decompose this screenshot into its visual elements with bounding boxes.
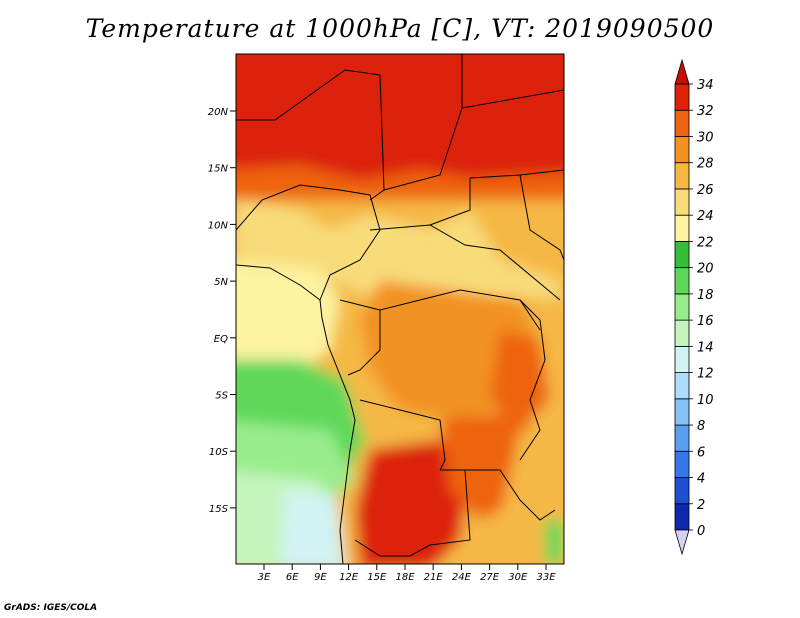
lon-tick-label: 18E	[395, 572, 415, 583]
lat-tick-label: 20N	[208, 107, 229, 118]
colorbar-label: 14	[697, 340, 714, 355]
colorbar-segment	[674, 398, 690, 426]
lat-tick-label: 10N	[208, 220, 229, 231]
colorbar-label: 28	[697, 157, 714, 172]
lon-tick-label: 24E	[452, 572, 472, 583]
colorbar-label: 10	[697, 393, 714, 408]
colorbar-segment	[674, 188, 690, 216]
colorbar-label: 2	[697, 498, 705, 513]
colorbar-segment	[674, 267, 690, 295]
colorbar-label: 8	[697, 419, 705, 434]
colorbar-segment	[674, 83, 690, 111]
colorbar-label: 24	[697, 209, 714, 224]
colorbar-segment	[674, 477, 690, 505]
grads-credit: GrADS: IGES/COLA	[4, 603, 98, 613]
colorbar-label: 0	[697, 524, 705, 539]
colorbar-segment	[674, 319, 690, 347]
colorbar-segment	[674, 109, 690, 137]
colorbar-over-triangle	[674, 58, 690, 85]
lon-tick-label: 33E	[536, 572, 556, 583]
colorbar-label: 34	[697, 78, 714, 93]
lon-tick-label: 9E	[314, 572, 327, 583]
colorbar-label: 18	[697, 288, 714, 303]
colorbar-label: 16	[697, 314, 714, 329]
colorbar-segment	[674, 214, 690, 242]
lat-tick-label: 15S	[209, 504, 229, 515]
country-borders	[236, 54, 564, 564]
colorbar-under-triangle	[674, 529, 690, 556]
lon-tick-label: 27E	[480, 572, 500, 583]
map-frame	[235, 53, 565, 565]
colorbar-label: 6	[697, 445, 705, 460]
lat-tick-label: 5S	[215, 391, 228, 402]
colorbar-label: 32	[697, 104, 714, 119]
latitude-axis: 20N 15N 10N 5N EQ 5S 10S 15S	[208, 107, 236, 515]
temperature-field	[236, 54, 564, 564]
colorbar-segment	[674, 503, 690, 531]
lon-tick-label: 6E	[286, 572, 299, 583]
longitude-axis: 3E 6E 9E 12E 15E 18E 21E 24E 27E 30E 33E	[258, 564, 556, 583]
colorbar-label: 22	[697, 235, 714, 250]
lon-tick-label: 30E	[508, 572, 528, 583]
colorbar-segment	[674, 345, 690, 373]
lat-tick-label: 5N	[214, 277, 228, 288]
map-title: Temperature at 1000hPa [C], VT: 20190905…	[85, 14, 715, 43]
colorbar-label: 12	[697, 367, 714, 382]
colorbar-segment	[674, 136, 690, 164]
colorbar-segment	[674, 372, 690, 400]
lat-tick-label: EQ	[214, 334, 228, 345]
lat-tick-label: 10S	[209, 447, 229, 458]
lon-tick-label: 12E	[339, 572, 359, 583]
lon-tick-label: 21E	[424, 572, 444, 583]
colorbar-segment	[674, 241, 690, 269]
lon-tick-label: 3E	[258, 572, 271, 583]
colorbar-label: 26	[697, 183, 714, 198]
colorbar-segment	[674, 162, 690, 190]
colorbar-segment	[674, 293, 690, 321]
colorbar-label: 20	[697, 262, 714, 277]
colorbar-segment	[674, 424, 690, 452]
colorbar-segment	[674, 450, 690, 478]
colorbar-label: 30	[697, 130, 714, 145]
colorbar-label: 4	[697, 472, 705, 487]
lat-tick-label: 15N	[208, 164, 229, 175]
lon-tick-label: 15E	[367, 572, 387, 583]
